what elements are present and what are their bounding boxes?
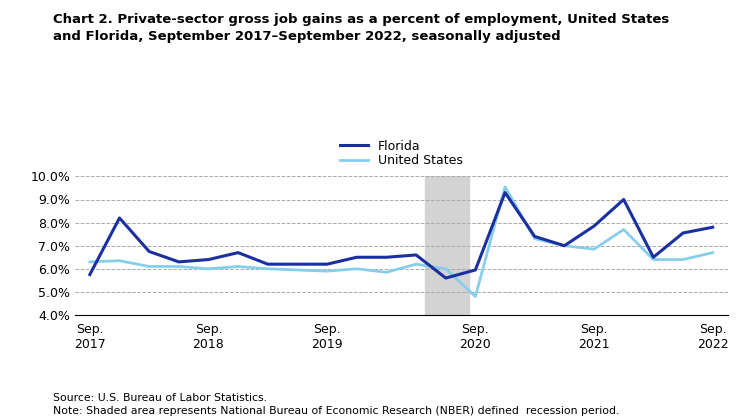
United States bbox=[115, 258, 124, 263]
Florida bbox=[530, 234, 539, 239]
Florida bbox=[708, 225, 717, 230]
United States bbox=[382, 270, 391, 275]
United States bbox=[500, 184, 509, 189]
Florida bbox=[352, 255, 362, 260]
United States bbox=[174, 264, 183, 269]
Florida bbox=[441, 276, 450, 281]
United States bbox=[708, 250, 717, 255]
United States bbox=[649, 257, 658, 262]
Text: Source: U.S. Bureau of Labor Statistics.
Note: Shaded area represents National B: Source: U.S. Bureau of Labor Statistics.… bbox=[53, 393, 619, 416]
Line: United States: United States bbox=[90, 187, 712, 297]
United States bbox=[590, 247, 598, 252]
United States bbox=[263, 266, 272, 271]
Legend: Florida, United States: Florida, United States bbox=[340, 139, 463, 168]
United States bbox=[530, 236, 539, 241]
Florida bbox=[412, 252, 421, 257]
United States bbox=[322, 269, 332, 274]
United States bbox=[560, 243, 568, 248]
United States bbox=[145, 264, 154, 269]
Line: Florida: Florida bbox=[90, 192, 712, 278]
United States bbox=[234, 264, 243, 269]
Florida bbox=[174, 259, 183, 265]
United States bbox=[471, 294, 480, 299]
United States bbox=[293, 268, 302, 273]
United States bbox=[204, 266, 213, 271]
Florida bbox=[649, 255, 658, 260]
Florida bbox=[620, 197, 628, 202]
Florida bbox=[145, 249, 154, 254]
Florida bbox=[115, 215, 124, 220]
Florida bbox=[679, 231, 688, 236]
Florida bbox=[293, 262, 302, 267]
Florida bbox=[471, 268, 480, 273]
Florida bbox=[263, 262, 272, 267]
Florida bbox=[590, 223, 598, 228]
United States bbox=[86, 259, 94, 265]
Florida bbox=[560, 243, 568, 248]
United States bbox=[679, 257, 688, 262]
United States bbox=[441, 266, 450, 271]
Florida bbox=[382, 255, 391, 260]
Florida bbox=[234, 250, 243, 255]
Text: Chart 2. Private-sector gross job gains as a percent of employment, United State: Chart 2. Private-sector gross job gains … bbox=[53, 13, 669, 42]
Florida bbox=[86, 272, 94, 277]
Florida bbox=[322, 262, 332, 267]
Bar bbox=[425, 176, 470, 315]
Florida bbox=[204, 257, 213, 262]
Florida bbox=[500, 190, 509, 195]
United States bbox=[620, 227, 628, 232]
United States bbox=[412, 262, 421, 267]
United States bbox=[352, 266, 362, 271]
